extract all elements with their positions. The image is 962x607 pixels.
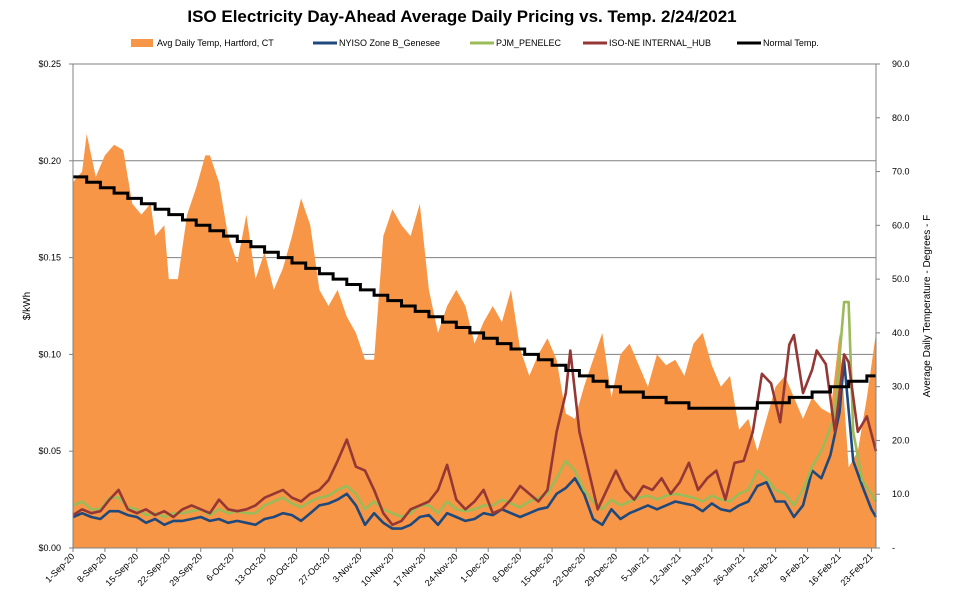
y2-tick-label: 90.0: [892, 59, 910, 69]
y2-tick-label: 40.0: [892, 328, 910, 338]
x-tick-label: 22-Sep-20: [135, 551, 172, 588]
area-layer: [73, 133, 876, 548]
x-tick-label: 2-Feb-21: [746, 551, 779, 584]
y-axis-left: $0.00 $0.05 $0.10 $0.15 $0.20 $0.25: [38, 59, 73, 553]
legend-swatch: [131, 39, 153, 47]
chart-title: ISO Electricity Day-Ahead Average Daily …: [187, 7, 736, 26]
line-series-iso-ne-internal-hub: [72, 333, 878, 527]
x-tick-label: 3-Nov-20: [331, 551, 364, 584]
y2-tick-label: -: [892, 543, 895, 553]
x-tick-label: 1-Dec-20: [458, 551, 491, 584]
x-tick-label: 27-Oct-20: [297, 551, 332, 586]
y2-tick-label: 20.0: [892, 435, 910, 445]
x-tick-label: 20-Oct-20: [265, 551, 300, 586]
y2-tick-label: 80.0: [892, 113, 910, 123]
y-tick-label: $0.25: [38, 59, 61, 69]
legend-label: Avg Daily Temp, Hartford, CT: [157, 38, 274, 48]
y-tick-label: $0.00: [38, 543, 61, 553]
y-tick-label: $0.05: [38, 446, 61, 456]
legend-label: PJM_PENELEC: [496, 38, 562, 48]
x-tick-label: 5-Jan-21: [619, 551, 651, 583]
x-tick-label: 6-Oct-20: [204, 551, 236, 583]
x-tick-label: 29-Dec-20: [583, 551, 620, 588]
y2-tick-label: 10.0: [892, 489, 910, 499]
x-tick-label: 15-Dec-20: [519, 551, 556, 588]
line-series-nyiso-zone-b-genesee: [72, 358, 878, 530]
legend: Avg Daily Temp, Hartford, CT NYISO Zone B…: [131, 38, 819, 48]
x-tick-label: 1-Sep-20: [43, 551, 76, 584]
x-tick-label: 23-Feb-21: [838, 551, 874, 587]
legend-label: NYISO Zone B_Genesee: [339, 38, 440, 48]
y-axis-right: - 10.0 20.0 30.0 40.0 50.0 60.0 70.0 80.0 90.0: [876, 59, 910, 553]
x-tick-label: 8-Dec-20: [490, 551, 523, 584]
area-series-avg-daily-temp-hartford-ct: [73, 133, 876, 548]
x-tick-label: 16-Feb-21: [806, 551, 842, 587]
x-tick-label: 10-Nov-20: [359, 551, 396, 588]
x-tick-label: 12-Jan-21: [647, 551, 683, 587]
x-tick-label: 19-Jan-21: [679, 551, 715, 587]
x-tick-label: 17-Nov-20: [391, 551, 428, 588]
x-tick-label: 22-Dec-20: [551, 551, 588, 588]
line-series-normal-temp: [73, 175, 876, 410]
legend-label: Normal Temp.: [763, 38, 819, 48]
legend-label: ISO-NE INTERNAL_HUB: [609, 38, 711, 48]
x-tick-label: 29-Sep-20: [167, 551, 204, 588]
y-axis-label: $/kWh: [22, 292, 33, 320]
y-tick-label: $0.20: [38, 156, 61, 166]
x-tick-label: 26-Jan-21: [711, 551, 747, 587]
x-axis: 1-Sep-208-Sep-2015-Sep-2022-Sep-2029-Sep…: [43, 548, 875, 588]
y-tick-label: $0.15: [38, 253, 61, 263]
plot-frame: [72, 63, 877, 549]
y2-axis-label: Average Daily Temperature - Degrees - F: [922, 215, 933, 398]
y2-tick-label: 50.0: [892, 274, 910, 284]
y2-tick-label: 70.0: [892, 167, 910, 177]
lines-layer: [72, 175, 878, 530]
x-tick-label: 15-Sep-20: [103, 551, 140, 588]
y2-tick-label: 30.0: [892, 382, 910, 392]
x-tick-label: 13-Oct-20: [233, 551, 268, 586]
x-tick-label: 9-Feb-21: [778, 551, 811, 584]
x-tick-label: 24-Nov-20: [423, 551, 460, 588]
line-series-pjm-penelec: [72, 300, 878, 519]
y2-tick-label: 60.0: [892, 220, 910, 230]
y-tick-label: $0.10: [38, 349, 61, 359]
x-tick-label: 8-Sep-20: [75, 551, 108, 584]
